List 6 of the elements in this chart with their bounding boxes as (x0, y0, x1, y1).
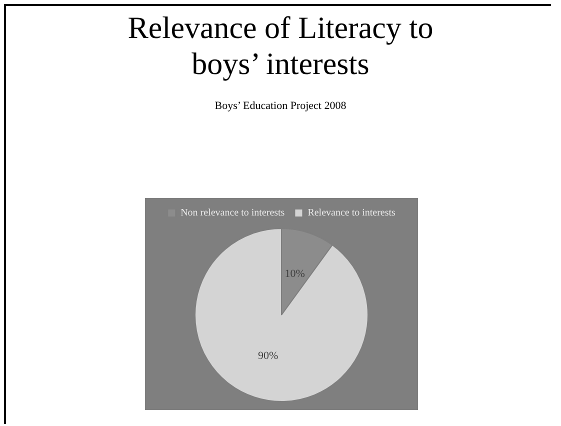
legend-label: Relevance to interests (308, 208, 396, 219)
data-label: 10% (284, 268, 305, 280)
chart-subtitle: Boys’ Education Project 2008 (214, 100, 348, 112)
chart-title: Relevance of Literacy to boys’ interests (126, 10, 434, 82)
data-label: 90% (258, 350, 278, 362)
legend-label: Non relevance to interests (180, 208, 285, 219)
